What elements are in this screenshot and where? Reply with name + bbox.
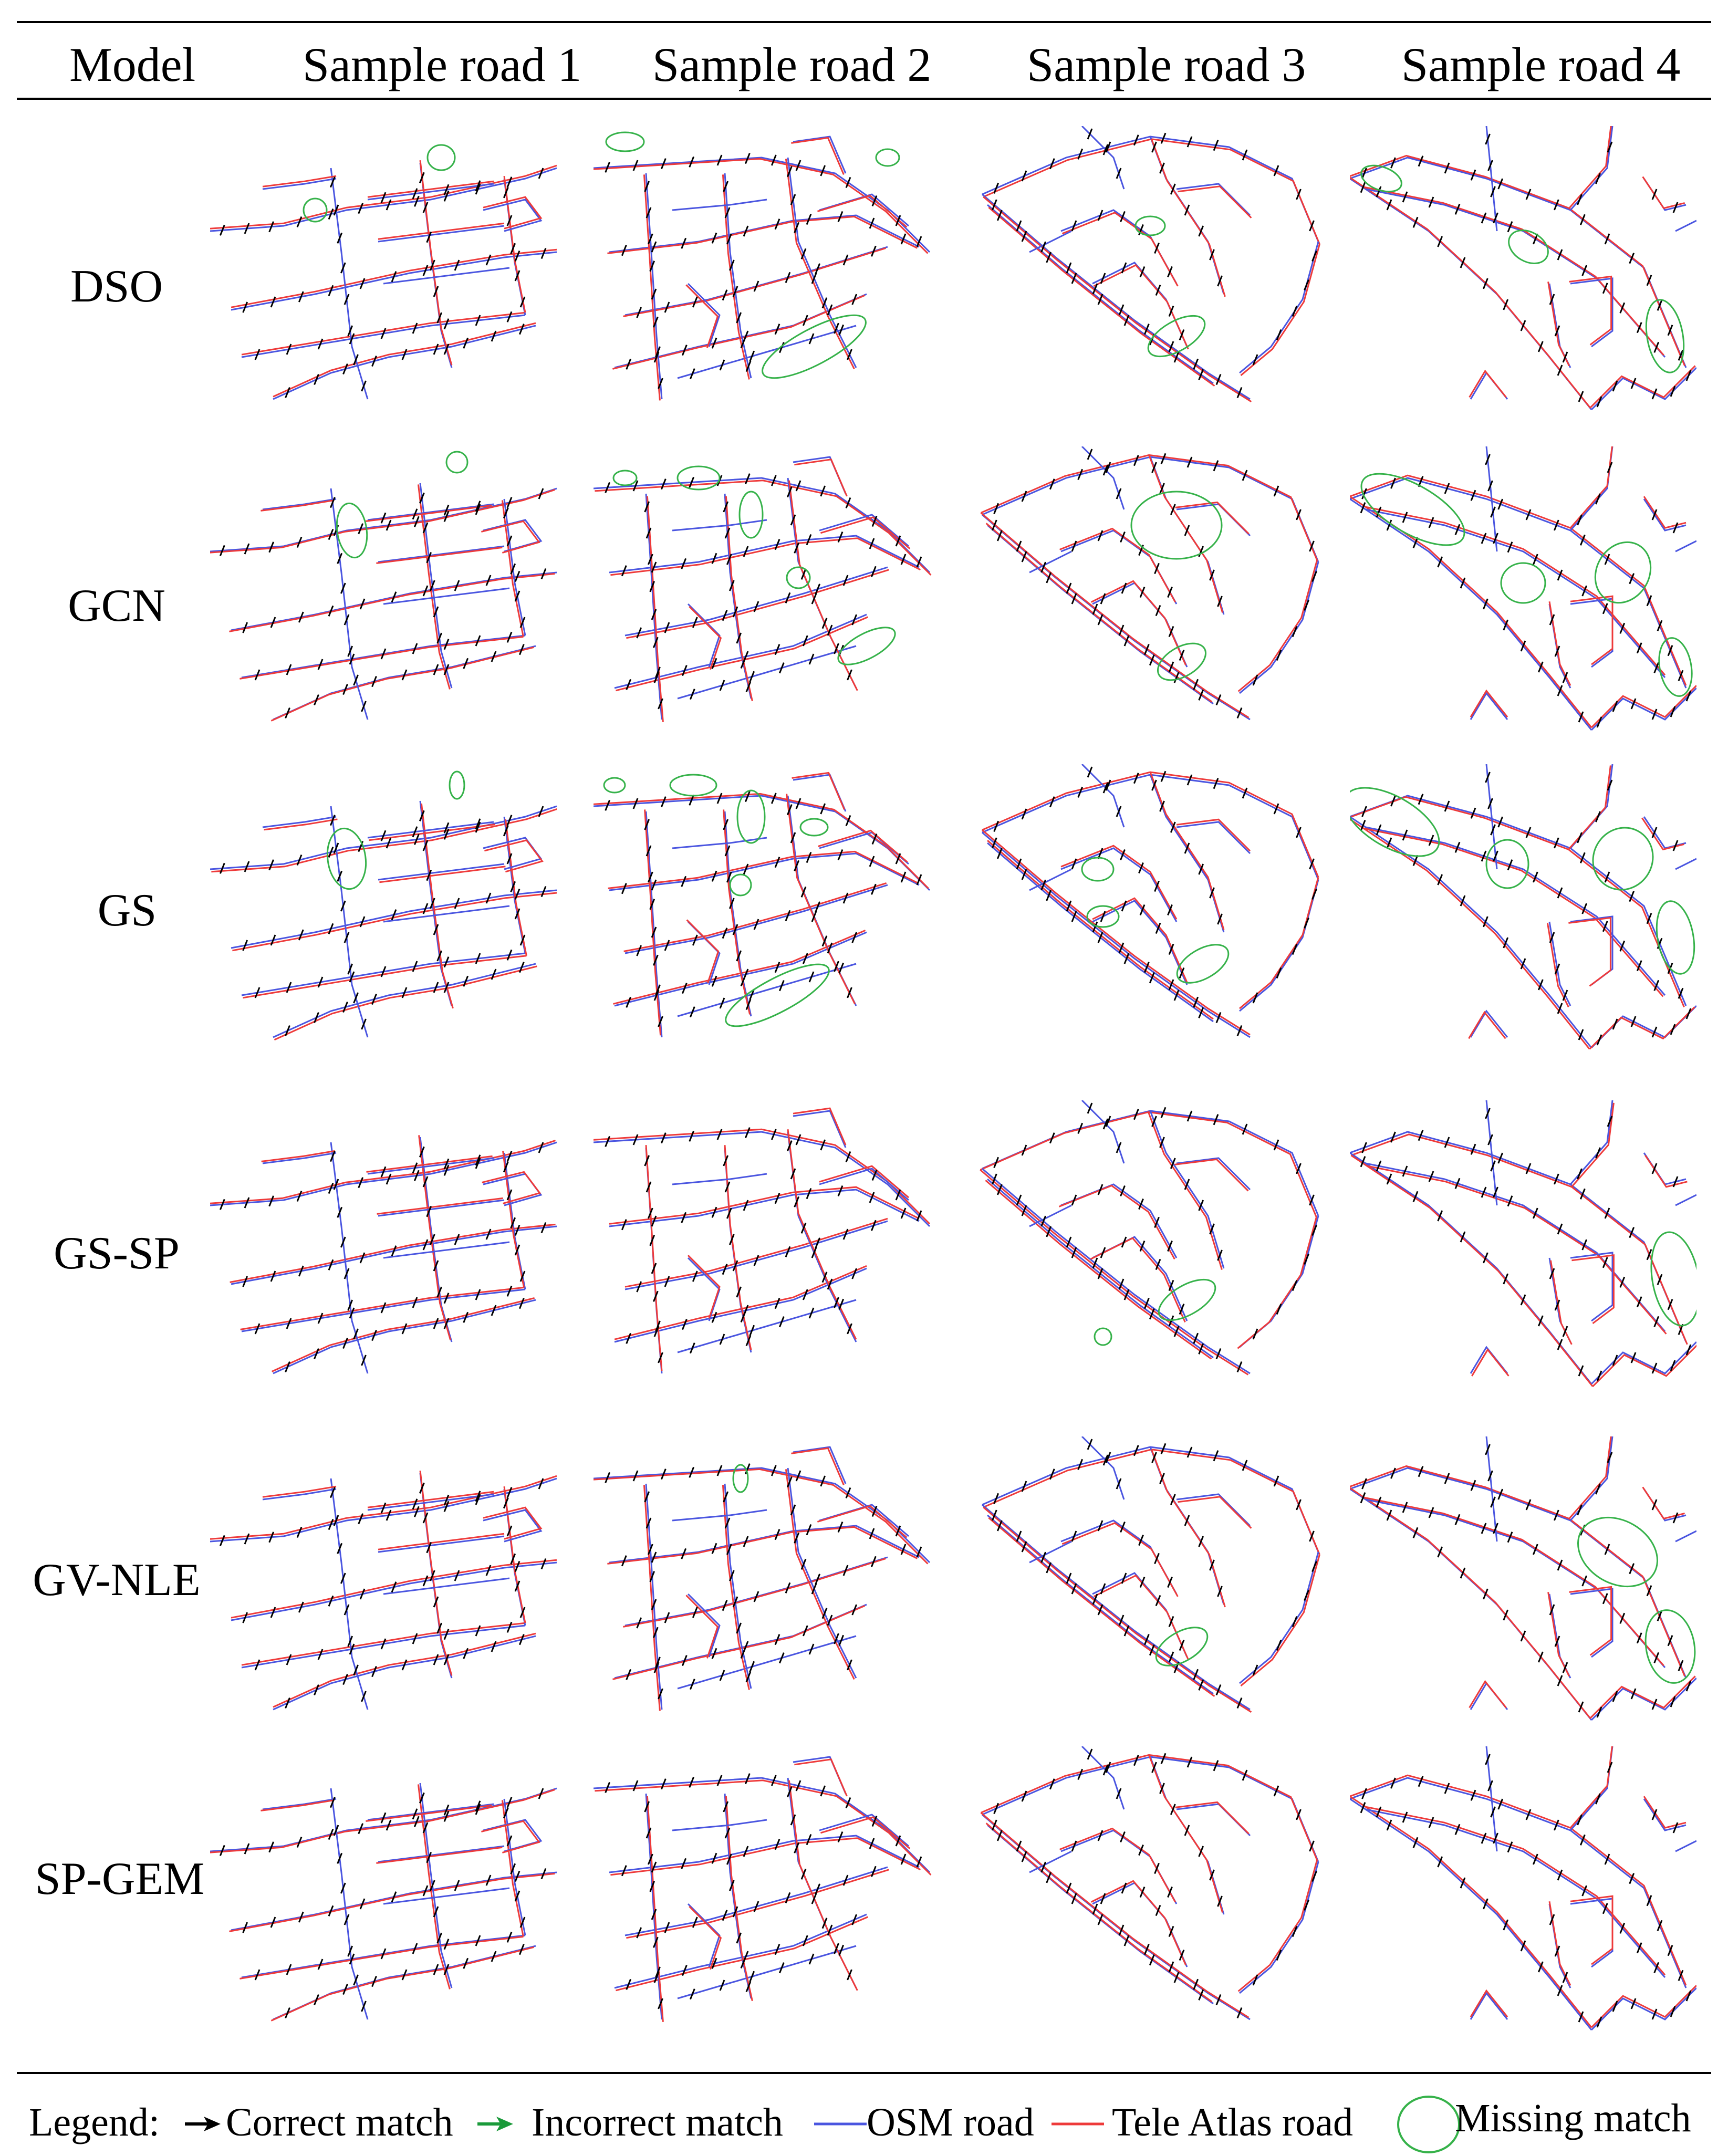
map-dso-road-1 (210, 126, 557, 420)
map-gcn-road-1 (210, 446, 557, 741)
road-network-drawing (594, 1107, 931, 1374)
road-network-drawing (594, 131, 931, 401)
road-network-drawing (594, 1756, 932, 2022)
road-network-drawing (982, 764, 1319, 1038)
row-label-dso: DSO (70, 261, 163, 312)
map-sp-gem-road-2 (594, 1746, 940, 2040)
legend-tele-atlas-road: Tele Atlas road (1112, 2100, 1353, 2144)
road-network-drawing (210, 144, 557, 400)
top-rule (17, 21, 1711, 23)
road-network-drawing (980, 1746, 1319, 2020)
road-network-drawing (1350, 764, 1696, 1050)
row-label-gcn: GCN (68, 580, 165, 631)
map-dso-road-3 (977, 126, 1324, 420)
map-gcn-road-3 (977, 446, 1324, 741)
road-network-drawing (982, 126, 1320, 403)
map-dso-road-4 (1350, 126, 1696, 420)
legend-title: Legend: (29, 2100, 160, 2144)
road-network-drawing (982, 1436, 1320, 1713)
correct-match-arrow-icon (185, 2117, 221, 2131)
map-gv-nle-road-3 (977, 1436, 1324, 1731)
tele-atlas-road-line-icon (1052, 2122, 1104, 2126)
map-gcn-road-2 (594, 446, 940, 741)
road-network-drawing (210, 770, 557, 1041)
legend-missing-match: Missing match (1455, 2096, 1691, 2140)
road-network-drawing (210, 1135, 557, 1374)
road-network-drawing (210, 1471, 557, 1711)
legend-osm-road: OSM road (867, 2100, 1034, 2144)
map-sp-gem-road-4 (1350, 1746, 1696, 2040)
legend-incorrect-match: Incorrect match (532, 2100, 783, 2144)
header-rule (17, 98, 1711, 100)
road-network-drawing (210, 451, 557, 722)
road-network-drawing (594, 772, 931, 1038)
incorrect-match-arrow-icon (477, 2117, 513, 2131)
osm-road-line-icon (814, 2122, 867, 2126)
header-sample-road-3: Sample road 3 (1027, 38, 1306, 91)
road-network-drawing (1350, 1746, 1696, 2031)
road-network-drawing (980, 446, 1319, 721)
map-gv-nle-road-1 (210, 1436, 557, 1731)
map-gs-road-3 (977, 764, 1324, 1058)
map-gs-sp-road-3 (977, 1100, 1324, 1394)
header-model: Model (69, 38, 196, 91)
map-dso-road-2 (594, 126, 940, 420)
map-sp-gem-road-3 (977, 1746, 1324, 2040)
road-network-drawing (1350, 1436, 1696, 1721)
map-gs-road-1 (210, 764, 557, 1058)
row-label-gv-nle: GV-NLE (33, 1555, 201, 1606)
road-network-drawing (1350, 126, 1696, 411)
row-label-gs-sp: GS-SP (54, 1228, 180, 1279)
map-gv-nle-road-4 (1350, 1436, 1696, 1731)
road-network-drawing (594, 456, 932, 722)
header-sample-road-1: Sample road 1 (303, 38, 582, 91)
header-sample-road-4: Sample road 4 (1401, 38, 1681, 91)
map-gs-sp-road-1 (210, 1100, 557, 1394)
road-network-drawing (1350, 1100, 1696, 1387)
row-label-sp-gem: SP-GEM (35, 1853, 205, 1904)
road-network-drawing (980, 1100, 1319, 1376)
map-gs-road-4 (1350, 764, 1696, 1058)
road-network-drawing (1350, 446, 1696, 731)
map-gv-nle-road-2 (594, 1436, 940, 1731)
legend-rule (17, 2072, 1711, 2074)
missing-match-circle-icon (1397, 2096, 1460, 2153)
map-gs-sp-road-2 (594, 1100, 940, 1394)
map-gs-sp-road-4 (1350, 1100, 1696, 1394)
header-sample-road-2: Sample road 2 (652, 38, 932, 91)
road-network-drawing (594, 1446, 931, 1711)
map-gcn-road-4 (1350, 446, 1696, 741)
map-sp-gem-road-1 (210, 1746, 557, 2040)
legend-correct-match: Correct match (226, 2100, 453, 2144)
map-gs-road-2 (594, 764, 940, 1058)
row-label-gs: GS (97, 885, 157, 936)
road-network-drawing (210, 1783, 557, 2022)
